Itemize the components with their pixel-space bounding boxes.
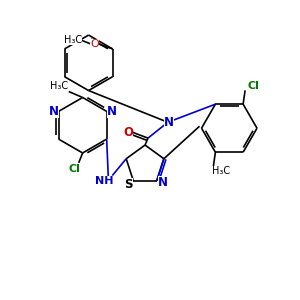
Text: H₃C: H₃C [212, 166, 230, 176]
Text: S: S [124, 178, 133, 191]
Text: N: N [106, 105, 117, 118]
Text: NH: NH [95, 176, 114, 185]
Text: Cl: Cl [247, 81, 259, 91]
Text: O: O [90, 39, 99, 49]
Text: H₃C: H₃C [50, 81, 68, 91]
Text: N: N [49, 105, 59, 118]
Text: N: N [164, 116, 174, 129]
Text: O: O [123, 126, 133, 139]
Text: N: N [158, 176, 168, 189]
Text: Cl: Cl [69, 164, 81, 174]
Text: H₃C: H₃C [64, 35, 82, 45]
